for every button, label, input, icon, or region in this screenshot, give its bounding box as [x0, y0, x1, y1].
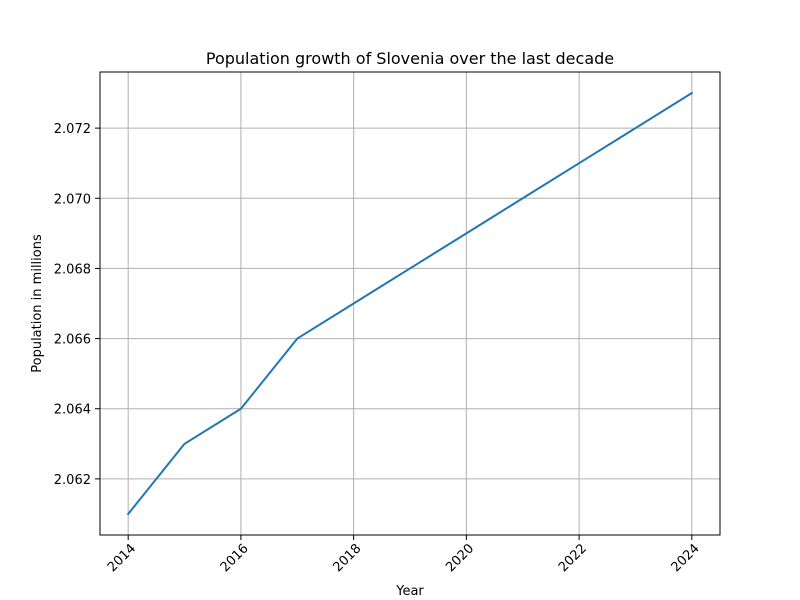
y-tick-label: 2.064 — [54, 403, 91, 418]
y-axis-label: Population in millions — [30, 234, 45, 373]
y-tick-label: 2.070 — [54, 192, 91, 207]
series-layer — [126, 91, 694, 516]
plot-frame — [99, 71, 721, 536]
series-line — [126, 91, 694, 516]
x-axis-label: Year — [395, 584, 424, 599]
y-tick-label: 2.072 — [54, 122, 91, 137]
y-tick-label: 2.066 — [54, 333, 91, 348]
grid — [100, 72, 720, 535]
y-tick-label: 2.062 — [54, 473, 91, 488]
y-tick-label: 2.068 — [54, 262, 91, 277]
chart-title: Population growth of Slovenia over the l… — [206, 49, 614, 68]
